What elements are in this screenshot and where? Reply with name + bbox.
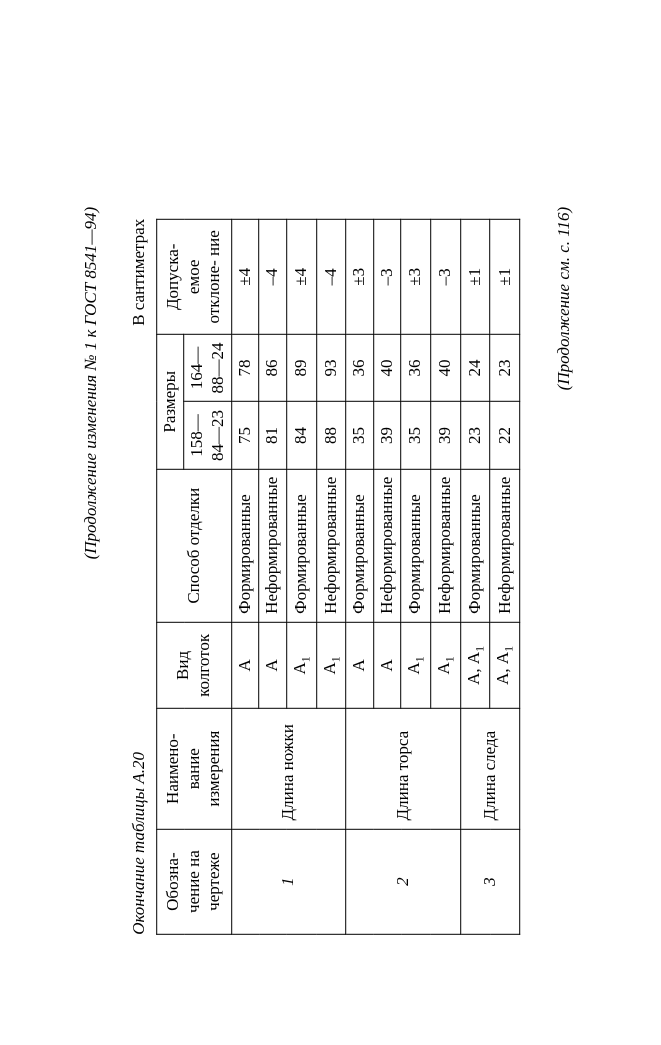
footer-continuation: (Продолжение см. с. 116) [554,207,574,1045]
finish-method: Формированные [460,469,490,622]
tolerance: ±1 [460,219,490,334]
measure-name: Длина торса [346,708,460,828]
drawing-ref: 2 [346,829,460,934]
tights-kind: А, А1 [460,622,490,708]
col-tolerance: Допуска- емое отклоне- ние [156,219,231,334]
size-a: 88 [316,402,346,469]
size-b: 89 [286,334,316,401]
finish-method: Формированные [346,469,373,622]
col-finish-method: Способ отделки [156,469,231,622]
col-measure-name: Наимено- вание измерения [156,708,231,828]
finish-method: Неформированные [316,469,346,622]
size-b: 36 [401,334,431,401]
size-b: 86 [259,334,286,401]
size-a: 39 [373,402,400,469]
table-row: 1Длина ножкиАФормированные7578±4 [232,219,259,934]
tights-kind: А [259,622,286,708]
measure-name: Длина ножки [232,708,346,828]
tolerance: ±4 [232,219,259,334]
size-a: 23 [460,402,490,469]
tolerance: ±4 [286,219,316,334]
finish-method: Неформированные [259,469,286,622]
tights-kind: А, А1 [490,622,520,708]
table-caption: Окончание таблицы А.20 [130,752,150,935]
tights-kind: А1 [286,622,316,708]
col-tights-kind: Вид колготок [156,622,231,708]
tolerance: ±3 [401,219,431,334]
drawing-ref: 3 [460,829,520,934]
measure-name: Длина следа [460,708,520,828]
size-b: 23 [490,334,520,401]
tolerance: ±1 [490,219,520,334]
tights-kind: А1 [431,622,461,708]
col-size-b: 164—88—24 [184,334,232,401]
size-a: 35 [401,402,431,469]
header-continuation: (Продолжение изменения № 1 к ГОСТ 8541—9… [81,207,101,1045]
measurements-table: Обозна- чение на чертеже Наимено- вание … [156,219,520,935]
finish-method: Неформированные [431,469,461,622]
tolerance: –3 [431,219,461,334]
table-units: В сантиметрах [130,219,150,326]
col-sizes: Размеры [156,334,183,469]
tolerance: –3 [373,219,400,334]
tolerance: –4 [316,219,346,334]
size-b: 24 [460,334,490,401]
finish-method: Формированные [286,469,316,622]
finish-method: Формированные [232,469,259,622]
size-b: 36 [346,334,373,401]
table-row: 3Длина следаА, А1Формированные2324±1 [460,219,490,934]
tights-kind: А [346,622,373,708]
finish-method: Неформированные [490,469,520,622]
size-a: 39 [431,402,461,469]
size-b: 93 [316,334,346,401]
size-a: 75 [232,402,259,469]
tights-kind: А1 [401,622,431,708]
tolerance: –4 [259,219,286,334]
col-drawing-ref: Обозна- чение на чертеже [156,829,231,934]
col-size-a: 158—84—23 [184,402,232,469]
tolerance: ±3 [346,219,373,334]
table-body: 1Длина ножкиАФормированные7578±4АНеформи… [232,219,520,934]
tights-kind: А [232,622,259,708]
table-row: 2Длина торсаАФормированные3536±3 [346,219,373,934]
size-a: 81 [259,402,286,469]
drawing-ref: 1 [232,829,346,934]
size-b: 40 [431,334,461,401]
finish-method: Формированные [401,469,431,622]
size-a: 35 [346,402,373,469]
tights-kind: А1 [316,622,346,708]
tights-kind: А [373,622,400,708]
size-a: 84 [286,402,316,469]
size-b: 78 [232,334,259,401]
size-a: 22 [490,402,520,469]
size-b: 40 [373,334,400,401]
finish-method: Неформированные [373,469,400,622]
